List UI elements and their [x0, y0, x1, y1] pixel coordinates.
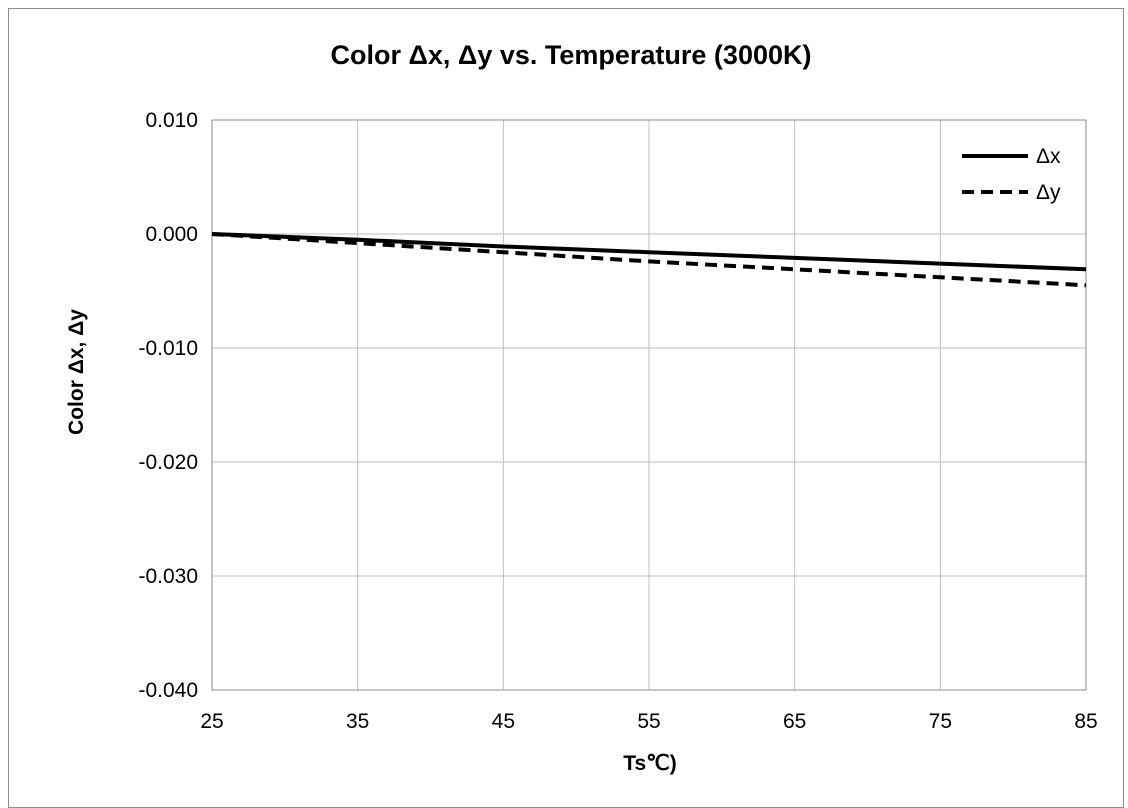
y-tick-label: -0.040	[138, 679, 198, 702]
plot-area	[211, 119, 1087, 691]
y-axis-label: Color Δx, Δy	[65, 309, 88, 435]
y-tick-label: 0.000	[145, 223, 198, 246]
y-tick-label: -0.030	[138, 565, 198, 588]
y-tick-label: -0.020	[138, 451, 198, 474]
x-tick-label: 85	[1074, 710, 1097, 733]
series-line-dy	[211, 232, 1087, 288]
legend: Δx Δy	[962, 145, 1061, 204]
x-tick-label: 25	[200, 710, 223, 733]
grid	[211, 119, 1087, 691]
legend-label-dx: Δx	[1036, 145, 1061, 168]
x-tick-label: 75	[929, 710, 952, 733]
x-tick-label: 65	[783, 710, 806, 733]
y-axis-ticks: 0.010 0.000 -0.010 -0.020 -0.030 -0.040	[138, 109, 198, 702]
x-tick-label: 45	[492, 710, 515, 733]
x-axis-ticks: 25 35 45 55 65 75 85	[200, 710, 1097, 733]
x-axis-label: Ts℃)	[623, 752, 677, 775]
chart-title: Color Δx, Δy vs. Temperature (3000K)	[331, 40, 812, 70]
series-line-dx	[211, 232, 1087, 272]
y-tick-label: -0.010	[138, 337, 198, 360]
series-lines	[211, 232, 1087, 288]
y-tick-label: 0.010	[145, 109, 198, 132]
x-tick-label: 35	[346, 710, 369, 733]
legend-label-dy: Δy	[1036, 181, 1061, 204]
x-tick-label: 55	[637, 710, 660, 733]
